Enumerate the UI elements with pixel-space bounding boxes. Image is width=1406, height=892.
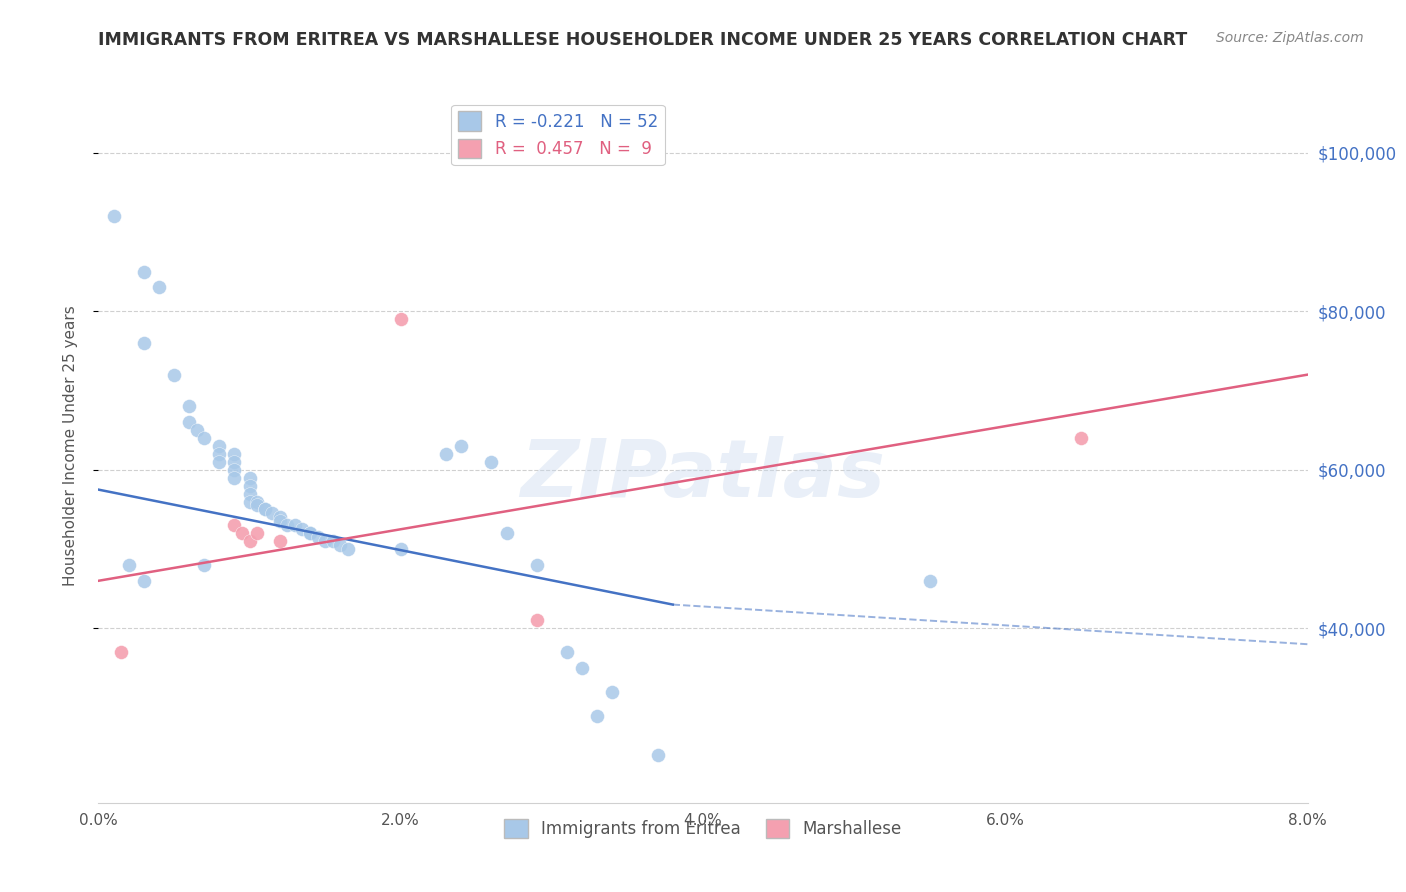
- Point: [253, 502, 276, 516]
- Point: [495, 526, 517, 541]
- Point: [239, 486, 262, 500]
- Point: [179, 415, 201, 429]
- Point: [299, 526, 322, 541]
- Point: [269, 510, 291, 524]
- Point: [103, 209, 125, 223]
- Text: ZIPatlas: ZIPatlas: [520, 435, 886, 514]
- Point: [224, 518, 246, 533]
- Point: [602, 685, 624, 699]
- Point: [336, 542, 359, 557]
- Point: [481, 455, 503, 469]
- Point: [208, 455, 231, 469]
- Point: [647, 748, 669, 763]
- Point: [224, 463, 246, 477]
- Point: [269, 514, 291, 528]
- Point: [186, 423, 208, 437]
- Point: [253, 502, 276, 516]
- Point: [193, 431, 215, 445]
- Legend: Immigrants from Eritrea, Marshallese: Immigrants from Eritrea, Marshallese: [498, 812, 908, 845]
- Point: [314, 534, 336, 549]
- Point: [239, 478, 262, 492]
- Point: [132, 574, 155, 588]
- Point: [231, 526, 253, 541]
- Point: [389, 542, 412, 557]
- Point: [132, 335, 155, 350]
- Point: [246, 494, 269, 508]
- Point: [322, 534, 344, 549]
- Point: [434, 447, 457, 461]
- Text: Source: ZipAtlas.com: Source: ZipAtlas.com: [1216, 31, 1364, 45]
- Point: [224, 447, 246, 461]
- Point: [224, 455, 246, 469]
- Point: [1070, 431, 1092, 445]
- Point: [262, 507, 284, 521]
- Point: [526, 614, 548, 628]
- Point: [299, 526, 322, 541]
- Point: [571, 661, 593, 675]
- Point: [163, 368, 186, 382]
- Point: [284, 518, 307, 533]
- Point: [307, 530, 329, 544]
- Point: [269, 534, 291, 549]
- Point: [918, 574, 941, 588]
- Text: IMMIGRANTS FROM ERITREA VS MARSHALLESE HOUSEHOLDER INCOME UNDER 25 YEARS CORRELA: IMMIGRANTS FROM ERITREA VS MARSHALLESE H…: [98, 31, 1188, 49]
- Point: [586, 708, 609, 723]
- Point: [246, 526, 269, 541]
- Point: [239, 494, 262, 508]
- Point: [132, 264, 155, 278]
- Y-axis label: Householder Income Under 25 years: Householder Income Under 25 years: [63, 306, 77, 586]
- Point: [118, 558, 141, 572]
- Point: [291, 522, 314, 536]
- Point: [208, 447, 231, 461]
- Point: [450, 439, 472, 453]
- Point: [555, 645, 578, 659]
- Point: [276, 518, 298, 533]
- Point: [110, 645, 132, 659]
- Point: [148, 280, 170, 294]
- Point: [526, 558, 548, 572]
- Point: [389, 312, 412, 326]
- Point: [239, 471, 262, 485]
- Point: [179, 400, 201, 414]
- Point: [224, 471, 246, 485]
- Point: [239, 534, 262, 549]
- Point: [193, 558, 215, 572]
- Point: [246, 499, 269, 513]
- Point: [208, 439, 231, 453]
- Point: [329, 538, 352, 552]
